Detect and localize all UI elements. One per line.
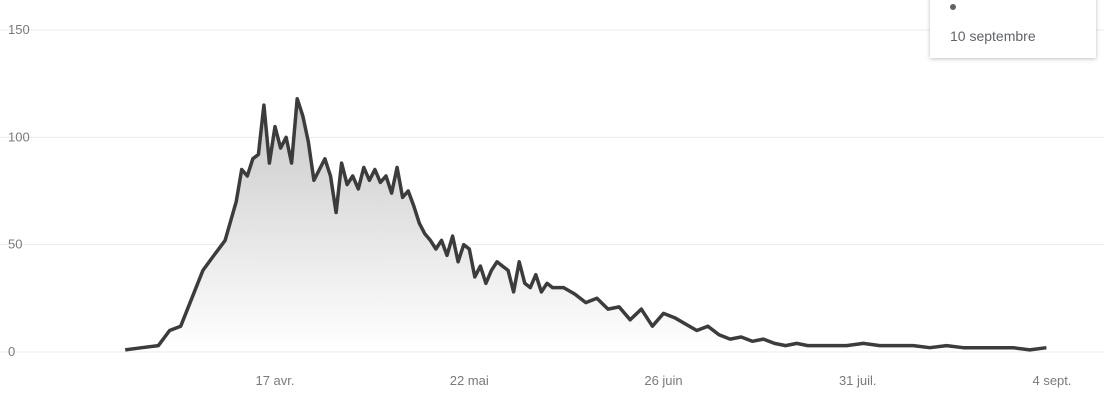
x-axis-labels: 17 avr. 22 mai 26 juin 31 juil. 4 sept.	[255, 373, 1071, 388]
y-tick-label: 150	[8, 22, 30, 37]
x-tick-label: 26 juin	[644, 373, 682, 388]
y-axis-labels: 0 50 100 150	[8, 22, 30, 359]
x-tick-label: 22 mai	[450, 373, 489, 388]
y-tick-label: 0	[8, 344, 15, 359]
x-tick-label: 31 juil.	[839, 373, 877, 388]
series-area	[125, 98, 1047, 350]
tooltip-marker	[950, 4, 956, 10]
x-tick-label: 17 avr.	[255, 373, 294, 388]
series-line	[124, 96, 1047, 352]
tooltip-date: 10 septembre	[950, 28, 1036, 44]
hover-tooltip: 10 septembre	[930, 0, 1096, 58]
x-tick-label: 4 sept.	[1032, 373, 1071, 388]
gridlines	[0, 29, 1104, 353]
y-tick-label: 50	[8, 237, 22, 252]
y-tick-label: 100	[8, 129, 30, 144]
